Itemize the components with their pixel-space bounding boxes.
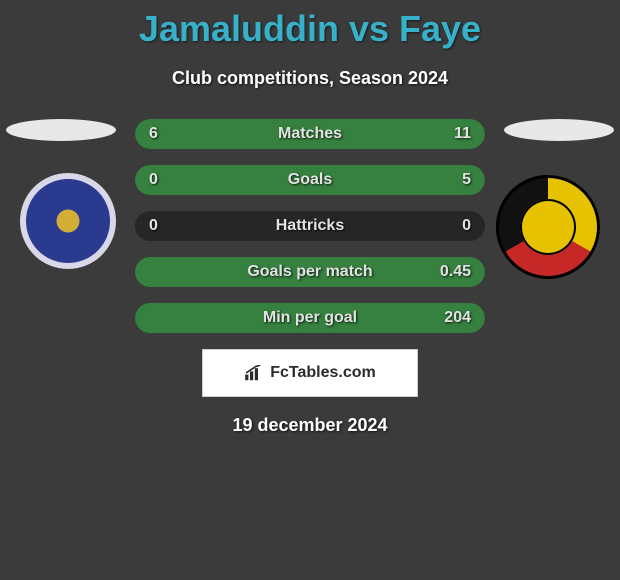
player-badge-right <box>504 119 614 141</box>
stat-value-right: 204 <box>444 303 471 333</box>
player-badge-left <box>6 119 116 141</box>
stat-label: Matches <box>135 119 485 149</box>
stat-row-goals: 0 Goals 5 <box>135 165 485 195</box>
date-text: 19 december 2024 <box>0 415 620 436</box>
stat-value-right: 11 <box>454 119 471 149</box>
brand-box[interactable]: FcTables.com <box>202 349 418 397</box>
page-title: Jamaluddin vs Faye <box>0 0 620 50</box>
stat-row-goals-per-match: Goals per match 0.45 <box>135 257 485 287</box>
subtitle: Club competitions, Season 2024 <box>0 68 620 89</box>
stat-label: Goals per match <box>135 257 485 287</box>
chart-icon <box>244 365 264 381</box>
stat-value-right: 0 <box>462 211 471 241</box>
stat-row-hattricks: 0 Hattricks 0 <box>135 211 485 241</box>
club-logo-left <box>20 173 116 269</box>
stat-value-right: 5 <box>462 165 471 195</box>
stat-label: Min per goal <box>135 303 485 333</box>
stat-row-min-per-goal: Min per goal 204 <box>135 303 485 333</box>
stat-bars: 6 Matches 11 0 Goals 5 0 Hattricks 0 Goa… <box>135 119 485 349</box>
stat-row-matches: 6 Matches 11 <box>135 119 485 149</box>
brand-text: FcTables.com <box>270 364 376 382</box>
club-logo-left-inner <box>32 185 104 257</box>
stat-value-right: 0.45 <box>440 257 471 287</box>
club-logo-right <box>496 175 600 279</box>
stat-label: Goals <box>135 165 485 195</box>
club-logo-right-ring <box>496 175 600 279</box>
stat-label: Hattricks <box>135 211 485 241</box>
